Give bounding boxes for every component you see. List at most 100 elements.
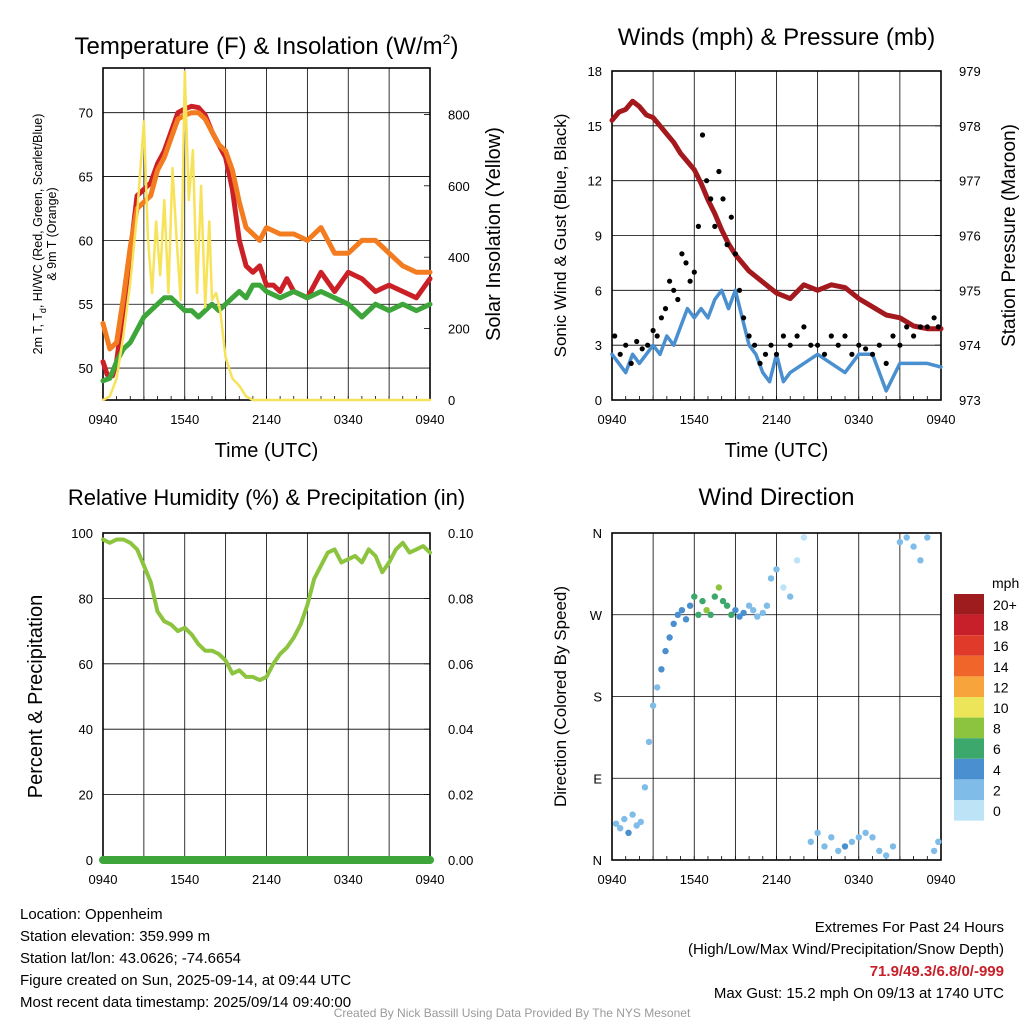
y-tick-label-right: 0.10 <box>448 526 473 541</box>
y-tick-label-left: 70 <box>79 106 93 121</box>
y-tick-label-left: 65 <box>79 170 93 185</box>
y-tick-label-left: 100 <box>71 526 93 541</box>
gust-point <box>675 296 681 303</box>
series-line-2m-t <box>100 103 433 379</box>
y-tick-label-left: 55 <box>79 297 93 312</box>
direction-point <box>814 829 821 836</box>
direction-point <box>754 613 761 620</box>
y-tick-label-right: 979 <box>959 64 981 79</box>
direction-point <box>869 834 876 841</box>
y-tick-label-right: 975 <box>959 283 981 298</box>
gust-point <box>704 178 710 184</box>
direction-point <box>759 609 766 617</box>
gust-point <box>746 333 752 339</box>
gust-point <box>708 196 714 202</box>
gust-point <box>728 214 734 220</box>
legend-label: 12 <box>993 679 1009 695</box>
y-tick-label-left: 60 <box>79 233 93 248</box>
x-tick-label: 1540 <box>170 872 199 887</box>
gust-point <box>911 333 917 339</box>
direction-point <box>723 602 731 609</box>
gust-point <box>897 342 903 348</box>
gust-point <box>869 351 876 357</box>
gust-point <box>863 346 869 352</box>
gust-point <box>842 333 848 339</box>
gust-point <box>639 346 645 352</box>
direction-point <box>715 584 723 591</box>
y-tick-label-right: 0.00 <box>448 853 473 868</box>
gust-point <box>917 324 924 330</box>
series-line-sonic-wind <box>610 288 943 393</box>
x-tick-label: 0940 <box>89 412 118 427</box>
gust-point <box>617 351 623 357</box>
y-tick-label-right: 978 <box>959 119 981 134</box>
legend-swatch <box>954 758 984 780</box>
x-tick-label: 0940 <box>598 872 627 887</box>
direction-point <box>670 620 677 627</box>
series-line-9m-t <box>100 110 433 352</box>
y-tick-label-right: 200 <box>448 322 470 337</box>
x-tick-label: 0940 <box>89 872 118 887</box>
plot-frame <box>611 532 942 861</box>
y-tick-label-left: E <box>593 771 602 786</box>
y-tick-label-left: N <box>593 853 602 868</box>
direction-point <box>633 822 640 829</box>
y-tick-label-right: 800 <box>448 107 470 122</box>
gust-point <box>794 333 800 339</box>
direction-point <box>691 593 698 600</box>
y-tick-label-right: 0.08 <box>448 591 473 606</box>
y-tick-label-left: 20 <box>79 788 93 803</box>
direction-point <box>800 534 808 541</box>
chart-title: Winds (mph) & Pressure (mb) <box>618 24 935 51</box>
y-axis-label-left: Sonic Wind & Gust (Blue, Black) <box>551 114 570 358</box>
x-tick-label: 1540 <box>680 412 709 427</box>
gust-point <box>628 360 634 366</box>
gust-point <box>650 327 656 334</box>
direction-point <box>763 602 771 609</box>
direction-point <box>617 825 624 832</box>
legend-label: 6 <box>993 741 1001 757</box>
gust-point <box>645 342 651 348</box>
direction-point <box>621 815 628 823</box>
direction-point <box>793 557 801 564</box>
gust-point <box>699 132 706 138</box>
gust-point <box>712 223 718 229</box>
gust-point <box>773 351 780 357</box>
gust-point <box>768 342 774 348</box>
direction-point <box>930 847 938 855</box>
direction-point <box>703 607 710 614</box>
direction-point <box>662 647 669 655</box>
legend-swatch <box>954 614 984 636</box>
gust-point <box>658 315 665 321</box>
max-gust: Max Gust: 15.2 mph On 09/13 at 1740 UTC <box>713 985 1004 1002</box>
gust-point <box>695 223 702 229</box>
y-tick-label-left: S <box>593 690 602 705</box>
direction-point <box>910 543 917 550</box>
y-axis-label-left: Direction (Colored By Speed) <box>551 586 570 807</box>
direction-point <box>732 607 739 614</box>
direction-point <box>828 834 835 841</box>
legend-swatch <box>954 594 984 615</box>
direction-point <box>699 597 706 605</box>
legend-label: 14 <box>993 659 1009 675</box>
gust-point <box>821 351 828 357</box>
gust-point <box>654 333 660 339</box>
gust-point <box>808 342 814 348</box>
y-tick-label-left: 80 <box>79 591 93 606</box>
gust-point <box>671 287 677 293</box>
y-tick-label-left: 3 <box>595 338 602 353</box>
gust-point <box>720 196 726 202</box>
x-tick-label: 0940 <box>416 412 445 427</box>
direction-point <box>807 838 814 845</box>
y-tick-label-left: 6 <box>595 283 602 298</box>
y-tick-label-left: 9 <box>595 229 602 244</box>
y-tick-label-left: 18 <box>588 64 602 79</box>
gust-point <box>856 342 862 348</box>
gust-point <box>762 351 769 357</box>
y-tick-label-left: 0 <box>86 853 93 868</box>
plot-frame <box>611 70 942 401</box>
x-tick-label: 0340 <box>334 872 363 887</box>
